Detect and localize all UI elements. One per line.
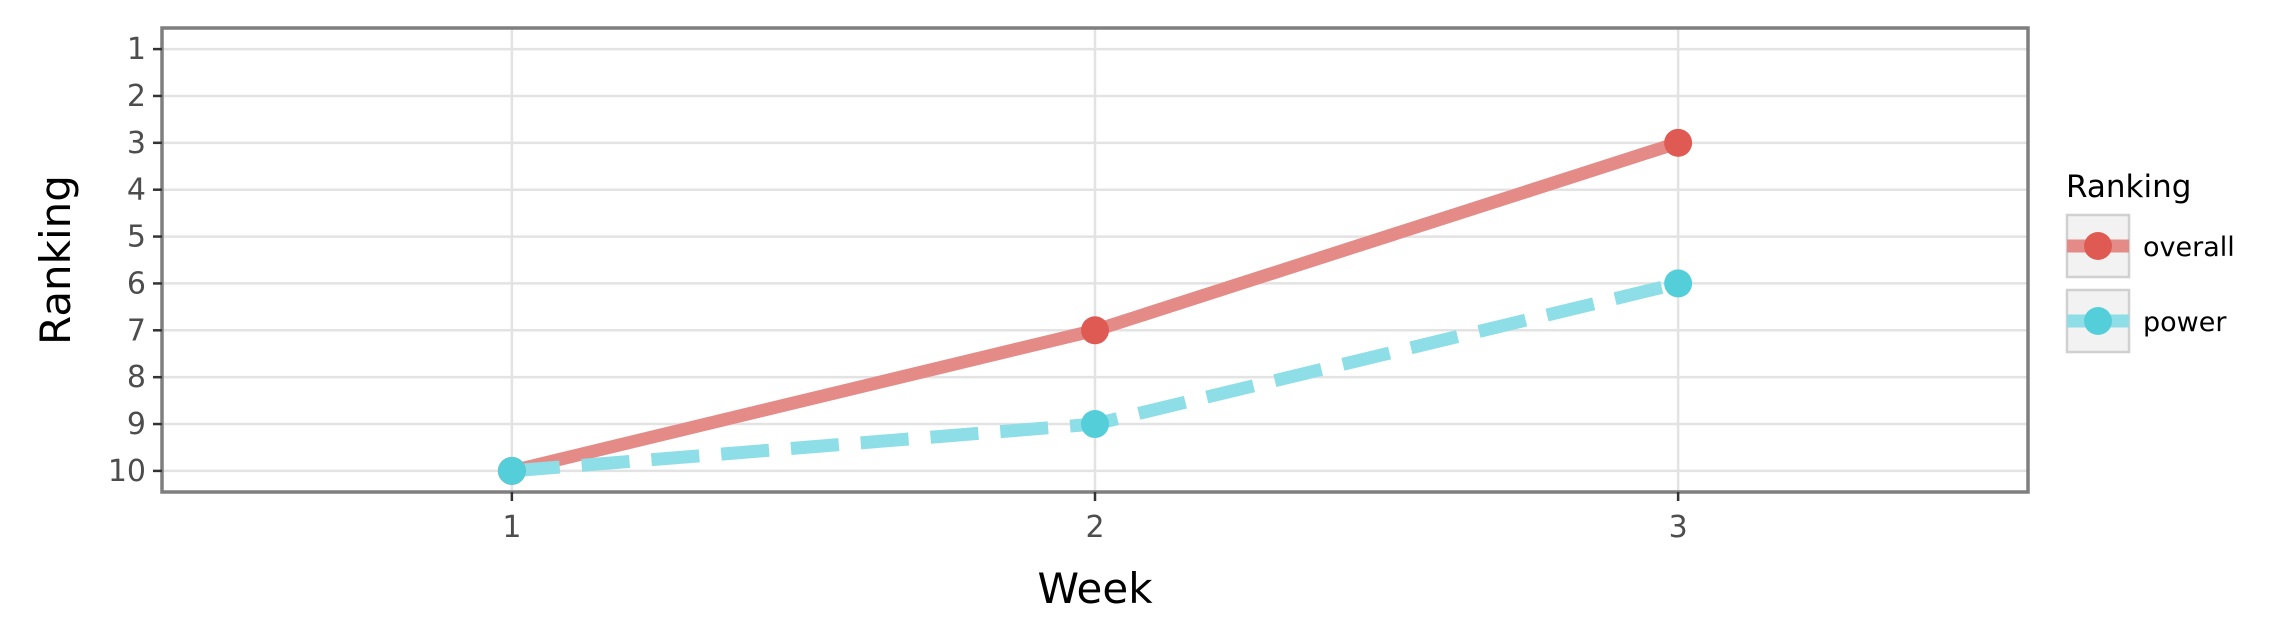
legend-title: Ranking — [2066, 169, 2191, 205]
y-tick-label: 5 — [127, 220, 146, 255]
y-tick-label: 8 — [127, 360, 146, 395]
y-tick-label: 2 — [127, 79, 146, 114]
data-point-power — [1664, 269, 1693, 298]
legend-key-point — [2084, 307, 2112, 335]
legend-label-overall: overall — [2143, 232, 2235, 263]
axis-ticks: 1 2 3 4 5 6 7 8 9 10 1 2 3 — [108, 32, 1688, 545]
x-tick-label: 3 — [1669, 510, 1688, 545]
y-tick-label: 3 — [127, 126, 146, 161]
legend-key-point — [2084, 232, 2112, 260]
data-point-power — [497, 456, 526, 485]
series-layer — [497, 128, 1693, 485]
y-tick-label: 1 — [127, 32, 146, 67]
x-axis-title: Week — [1037, 564, 1153, 613]
y-axis-title: Ranking — [31, 175, 80, 345]
x-tick-label: 2 — [1085, 510, 1104, 545]
x-tick-label: 1 — [502, 510, 521, 545]
legend: Ranking overall power — [2065, 169, 2235, 354]
data-point-overall — [1664, 128, 1693, 157]
legend-label-power: power — [2143, 307, 2227, 338]
y-tick-label: 10 — [108, 454, 146, 489]
y-tick-label: 6 — [127, 266, 146, 301]
y-tick-label: 9 — [127, 407, 146, 442]
y-tick-label: 4 — [127, 173, 146, 208]
data-point-power — [1081, 410, 1109, 439]
legend-items: overall power — [2065, 213, 2235, 354]
y-tick-label: 7 — [127, 313, 146, 348]
data-point-overall — [1081, 316, 1109, 345]
